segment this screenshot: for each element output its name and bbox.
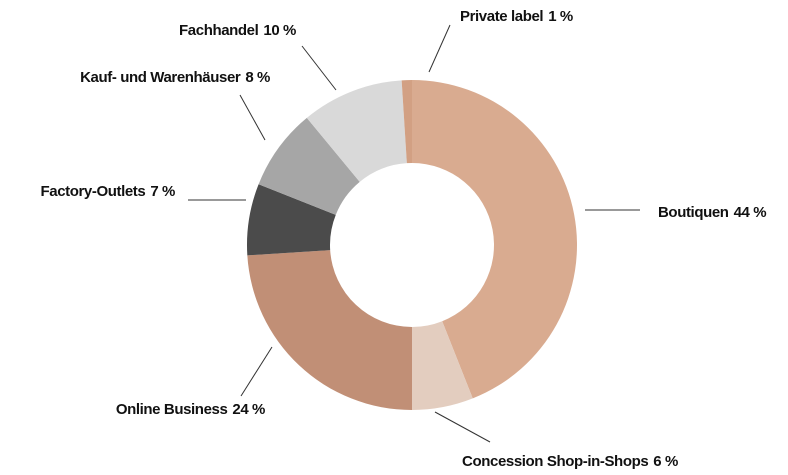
segment-label: Concession Shop-in-Shops 6 % <box>462 453 678 470</box>
segment-label: Boutiquen 44 % <box>658 204 766 221</box>
value-label: 1 % <box>548 8 573 25</box>
category-label: Factory-Outlets <box>40 183 145 200</box>
leader-line <box>240 346 273 397</box>
category-label: Online Business <box>116 401 228 418</box>
leader-line <box>239 94 266 141</box>
category-label: Concession Shop-in-Shops <box>462 453 648 470</box>
value-label: 6 % <box>653 453 678 470</box>
donut-segment <box>306 80 407 182</box>
segment-label: Private label 1 % <box>460 8 573 25</box>
segment-label: Online Business 24 % <box>116 401 265 418</box>
segment-label: Kauf- und Warenhäuser 8 % <box>80 69 270 86</box>
donut-segment <box>412 80 577 399</box>
donut-segment <box>247 184 336 256</box>
leader-line <box>301 45 337 91</box>
category-label: Fachhandel <box>179 22 259 39</box>
segment-label: Fachhandel 10 % <box>179 22 296 39</box>
segment-label: Factory-Outlets 7 % <box>40 183 175 200</box>
category-label: Boutiquen <box>658 204 729 221</box>
donut-segment <box>258 117 360 215</box>
leader-line <box>434 411 491 443</box>
value-label: 8 % <box>245 69 270 86</box>
value-label: 44 % <box>734 204 767 221</box>
value-label: 24 % <box>232 401 265 418</box>
value-label: 7 % <box>150 183 175 200</box>
category-label: Kauf- und Warenhäuser <box>80 69 241 86</box>
value-label: 10 % <box>263 22 296 39</box>
donut-segment <box>401 80 412 164</box>
donut-segment <box>247 250 412 410</box>
category-label: Private label <box>460 8 543 25</box>
leader-line <box>428 24 451 73</box>
donut-segment <box>412 321 473 410</box>
